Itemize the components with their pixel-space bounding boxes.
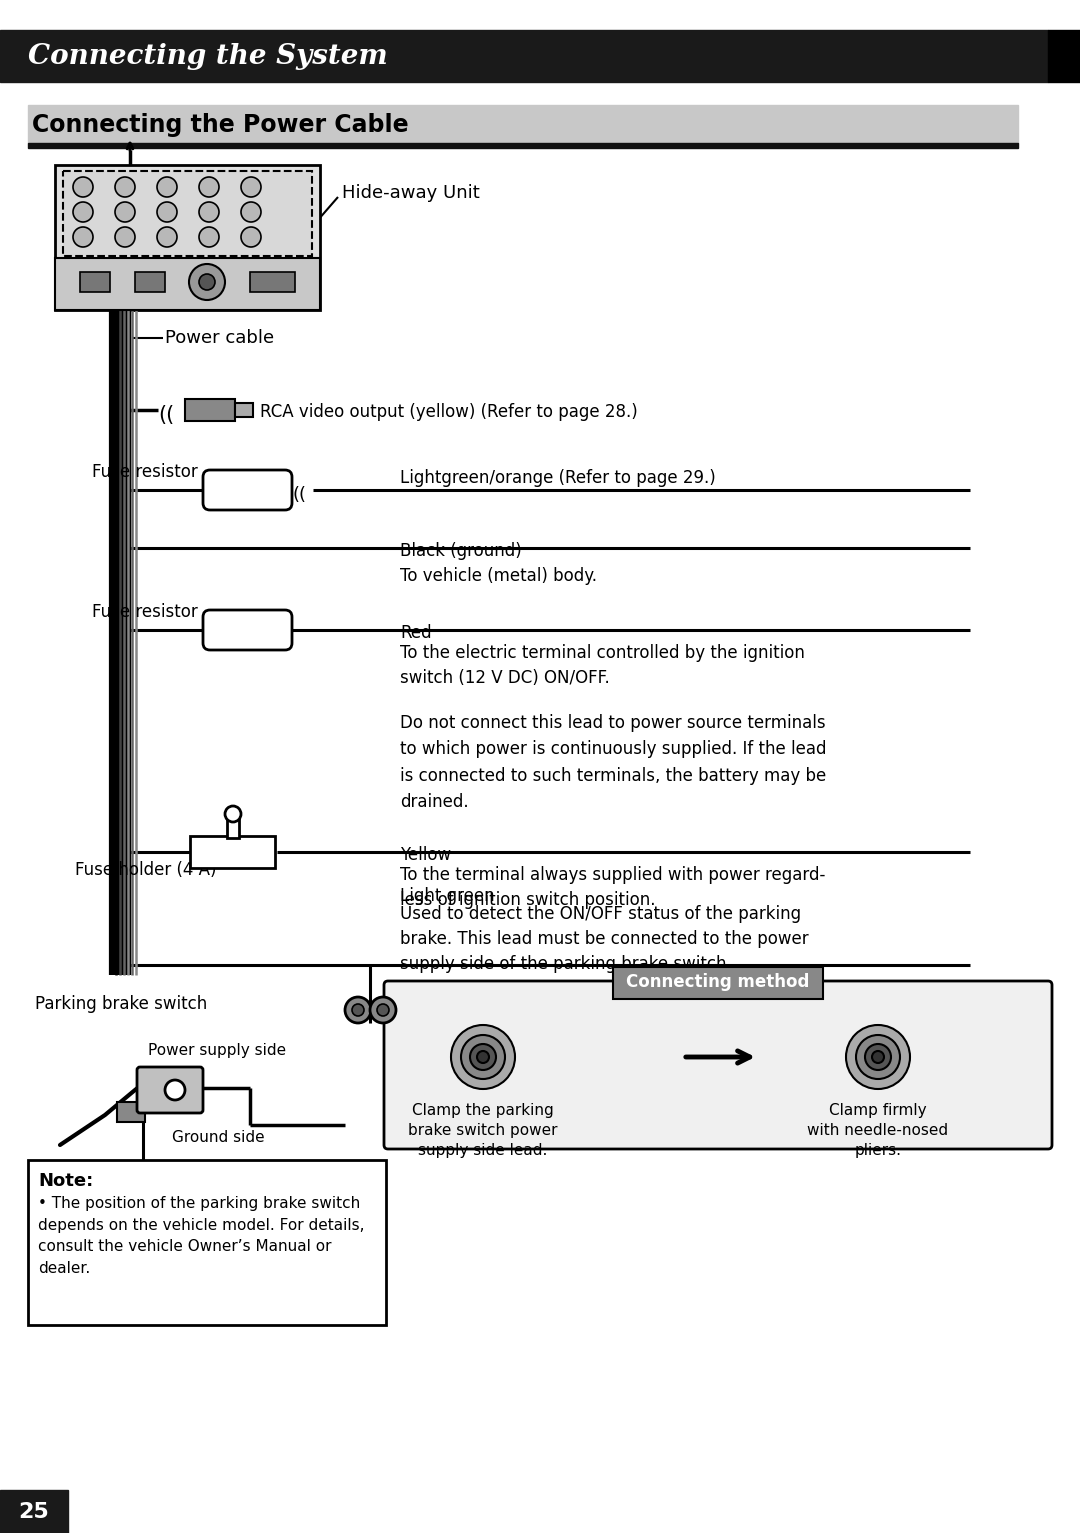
Bar bbox=[28, 1160, 386, 1325]
Circle shape bbox=[199, 176, 219, 198]
Circle shape bbox=[114, 176, 135, 198]
Circle shape bbox=[114, 227, 135, 247]
FancyBboxPatch shape bbox=[384, 981, 1052, 1150]
Text: Lightgreen/orange (Refer to page 29.): Lightgreen/orange (Refer to page 29.) bbox=[400, 469, 716, 487]
Bar bbox=[190, 835, 275, 868]
Bar bbox=[0, 31, 1048, 81]
Bar bbox=[249, 271, 295, 291]
Text: Yellow: Yellow bbox=[400, 846, 451, 865]
Bar bbox=[55, 166, 320, 310]
Circle shape bbox=[157, 202, 177, 222]
Bar bbox=[235, 403, 253, 417]
Circle shape bbox=[345, 996, 372, 1023]
Text: Light green: Light green bbox=[400, 888, 495, 904]
Bar bbox=[55, 258, 320, 310]
Text: Used to detect the ON/OFF status of the parking
brake. This lead must be connect: Used to detect the ON/OFF status of the … bbox=[400, 904, 809, 973]
Text: Clamp the parking
brake switch power
supply side lead.: Clamp the parking brake switch power sup… bbox=[408, 1104, 557, 1157]
Circle shape bbox=[451, 1026, 515, 1088]
Circle shape bbox=[199, 202, 219, 222]
Text: Red: Red bbox=[400, 624, 432, 642]
Text: Fuse resistor: Fuse resistor bbox=[92, 463, 198, 481]
Bar bbox=[117, 1102, 145, 1122]
Circle shape bbox=[846, 1026, 910, 1088]
Bar bbox=[63, 172, 312, 256]
Text: Do not connect this lead to power source terminals
to which power is continuousl: Do not connect this lead to power source… bbox=[400, 714, 826, 811]
FancyBboxPatch shape bbox=[137, 1067, 203, 1113]
FancyBboxPatch shape bbox=[203, 471, 292, 510]
Text: Note:: Note: bbox=[38, 1173, 93, 1190]
Bar bbox=[227, 819, 239, 839]
Circle shape bbox=[241, 202, 261, 222]
Circle shape bbox=[73, 202, 93, 222]
Bar bbox=[185, 399, 235, 422]
Circle shape bbox=[377, 1004, 389, 1016]
Text: ((: (( bbox=[158, 405, 174, 425]
Text: Fuse resistor: Fuse resistor bbox=[92, 602, 198, 621]
Circle shape bbox=[352, 1004, 364, 1016]
Text: Connecting the Power Cable: Connecting the Power Cable bbox=[32, 113, 408, 136]
Bar bbox=[80, 271, 110, 291]
Bar bbox=[28, 104, 1018, 143]
Text: ((: (( bbox=[293, 486, 307, 504]
Text: Power cable: Power cable bbox=[165, 330, 274, 346]
Circle shape bbox=[461, 1035, 505, 1079]
Circle shape bbox=[73, 176, 93, 198]
Text: RCA video output (yellow) (Refer to page 28.): RCA video output (yellow) (Refer to page… bbox=[260, 403, 638, 422]
Bar bbox=[0, 1490, 68, 1533]
Circle shape bbox=[157, 227, 177, 247]
Circle shape bbox=[73, 227, 93, 247]
Circle shape bbox=[225, 806, 241, 822]
Bar bbox=[135, 271, 165, 291]
Bar bbox=[1048, 31, 1080, 81]
Circle shape bbox=[241, 227, 261, 247]
Text: Parking brake switch: Parking brake switch bbox=[35, 995, 207, 1013]
Bar bbox=[613, 967, 823, 1000]
Text: Connecting method: Connecting method bbox=[626, 973, 810, 990]
Circle shape bbox=[157, 176, 177, 198]
Circle shape bbox=[856, 1035, 900, 1079]
Circle shape bbox=[114, 202, 135, 222]
Text: Connecting the System: Connecting the System bbox=[28, 43, 388, 71]
FancyBboxPatch shape bbox=[203, 610, 292, 650]
Circle shape bbox=[477, 1052, 489, 1062]
Text: To the electric terminal controlled by the ignition
switch (12 V DC) ON/OFF.: To the electric terminal controlled by t… bbox=[400, 644, 805, 687]
Text: Clamp firmly
with needle-nosed
pliers.: Clamp firmly with needle-nosed pliers. bbox=[808, 1104, 948, 1157]
Circle shape bbox=[241, 176, 261, 198]
Circle shape bbox=[865, 1044, 891, 1070]
Circle shape bbox=[470, 1044, 496, 1070]
Circle shape bbox=[370, 996, 396, 1023]
Circle shape bbox=[199, 227, 219, 247]
Text: Fuse holder (4 A): Fuse holder (4 A) bbox=[75, 862, 216, 878]
Text: Ground side: Ground side bbox=[172, 1130, 265, 1145]
Circle shape bbox=[165, 1081, 185, 1101]
Text: To the terminal always supplied with power regard-
less of ignition switch posit: To the terminal always supplied with pow… bbox=[400, 866, 825, 909]
Circle shape bbox=[189, 264, 225, 300]
Circle shape bbox=[199, 274, 215, 290]
Text: Black (ground)
To vehicle (metal) body.: Black (ground) To vehicle (metal) body. bbox=[400, 543, 597, 586]
Text: 25: 25 bbox=[18, 1502, 50, 1522]
Text: Power supply side: Power supply side bbox=[148, 1042, 286, 1058]
Circle shape bbox=[872, 1052, 885, 1062]
Bar bbox=[28, 143, 1018, 149]
Text: • The position of the parking brake switch
depends on the vehicle model. For det: • The position of the parking brake swit… bbox=[38, 1196, 365, 1275]
Text: Hide-away Unit: Hide-away Unit bbox=[342, 184, 480, 202]
